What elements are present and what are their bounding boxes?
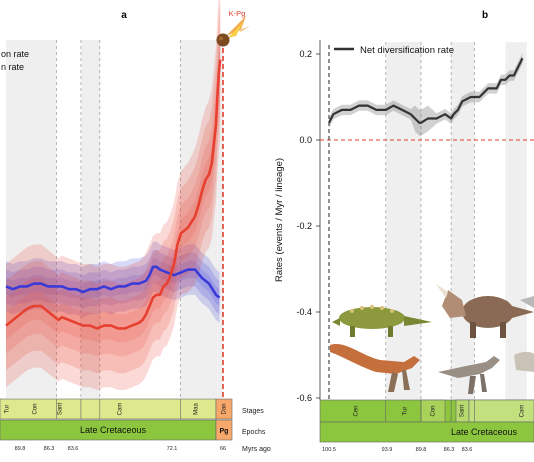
age-tick-83-6: 83.6 <box>68 446 79 452</box>
b-stage-label-cam: Cam <box>520 405 526 418</box>
y-tick-label-3: -0.4 <box>296 307 312 317</box>
legend-extinction-label: n rate <box>1 62 24 72</box>
asteroid-icon <box>216 16 250 47</box>
age-tick-66: 66 <box>220 446 226 452</box>
panel-b-confidence-band <box>329 53 523 136</box>
y-tick-label-1: 0.0 <box>299 135 312 145</box>
b-stage-label-cen: Cen <box>354 405 360 416</box>
stage-label-dan: Dan <box>222 403 228 414</box>
b-age-tick-86-3: 86.3 <box>444 447 455 453</box>
b-epoch-label-late-cretaceous: Late Cretaceous <box>451 427 518 437</box>
row-label-myrs-ago: Myrs ago <box>242 446 271 453</box>
series-line-net-diversification <box>328 57 524 124</box>
panel-b-title: b <box>482 10 488 21</box>
panel-b-y-label: Rates (events / Myr / lineage) <box>274 158 285 282</box>
ankylosaur-illustration <box>332 305 432 337</box>
stage-shade-2 <box>180 40 223 398</box>
b-age-tick-89-8: 89.8 <box>416 447 427 453</box>
age-tick-86-3: 86.3 <box>44 446 55 452</box>
b-stage-label-sant: Sant <box>460 404 466 417</box>
panel-b-legend: Net diversification rate <box>334 45 454 56</box>
age-tick-89-8: 89.8 <box>15 446 26 452</box>
stage-label-sant: Sant <box>58 402 64 415</box>
stage-label-tur: Tur <box>5 405 11 414</box>
panel-a-legend: on rate n rate <box>1 49 29 72</box>
stage-shade-0 <box>6 40 57 398</box>
ci-band-1-2 <box>6 258 220 306</box>
stage-shade-1 <box>80 40 100 398</box>
troodontid-illustration <box>438 356 500 394</box>
row-label-stages: Stages <box>242 408 264 415</box>
b-stage-shade-2 <box>505 42 527 400</box>
panel-b: 0.2 0.0 -0.2 -0.4 -0.6 Rates (events / Myr /… <box>274 40 534 453</box>
epoch-label-late-cretaceous: Late Cretaceous <box>80 425 147 435</box>
ci-band-1-1 <box>6 250 220 315</box>
panel-a-dan-bar <box>215 398 233 420</box>
stage-label-con: Con <box>33 403 39 414</box>
series-line-extinction <box>5 265 221 299</box>
panel-b-stage-shading <box>385 42 527 400</box>
b-stage-label-con: Con <box>431 405 437 416</box>
panel-a: K-Pg on rate n rate Tur Con Sant Cam Maa… <box>0 0 271 453</box>
b-age-tick-93-9: 93.9 <box>382 447 393 453</box>
age-tick-72-1: 72.1 <box>167 446 178 452</box>
kpg-label: K-Pg <box>229 9 246 18</box>
b-stage-shade-0 <box>385 42 422 400</box>
ci-band-0-3 <box>6 41 221 343</box>
panel-b-y-ticks: 0.2 0.0 -0.2 -0.4 -0.6 <box>296 49 320 403</box>
dromaeosaur-illustration <box>330 343 420 392</box>
ceratopsian-illustration <box>436 284 534 338</box>
legend-speciation-label: on rate <box>1 49 29 59</box>
panel-a-rate-lines <box>5 59 222 330</box>
panel-b-stage-separators <box>385 400 475 422</box>
sauropod-illustration <box>514 351 534 372</box>
b-age-tick-100-5: 100.5 <box>322 447 336 453</box>
panel-a-title: a <box>121 10 127 21</box>
small-dinosaur-illustration <box>520 296 534 308</box>
panel-a-pg-bar <box>215 419 233 441</box>
y-tick-label-0: 0.2 <box>299 49 312 59</box>
stage-label-maa: Maa <box>194 403 200 415</box>
ci-band-0-1 <box>6 2 221 374</box>
panel-a-stage-separators <box>56 399 181 419</box>
y-tick-label-4: -0.6 <box>296 393 312 403</box>
panel-b-rate-line <box>328 57 524 124</box>
stage-label-cam: Cam <box>118 403 124 416</box>
panel-a-stage-shading <box>6 40 223 398</box>
legend-net-label: Net diversification rate <box>360 45 454 56</box>
y-tick-label-2: -0.2 <box>296 221 312 231</box>
ci-band-0-0 <box>6 0 221 390</box>
epoch-label-pg: Pg <box>220 428 229 435</box>
b-age-tick-83-6: 83.6 <box>462 447 473 453</box>
panel-b-epoch-bar <box>319 421 534 443</box>
row-label-epochs: Epochs <box>242 429 266 436</box>
series-line-speciation <box>5 59 222 330</box>
ci-band-1-0 <box>6 241 220 323</box>
b-stage-label-tur: Tur <box>403 407 409 416</box>
net-ci-band <box>329 53 523 136</box>
